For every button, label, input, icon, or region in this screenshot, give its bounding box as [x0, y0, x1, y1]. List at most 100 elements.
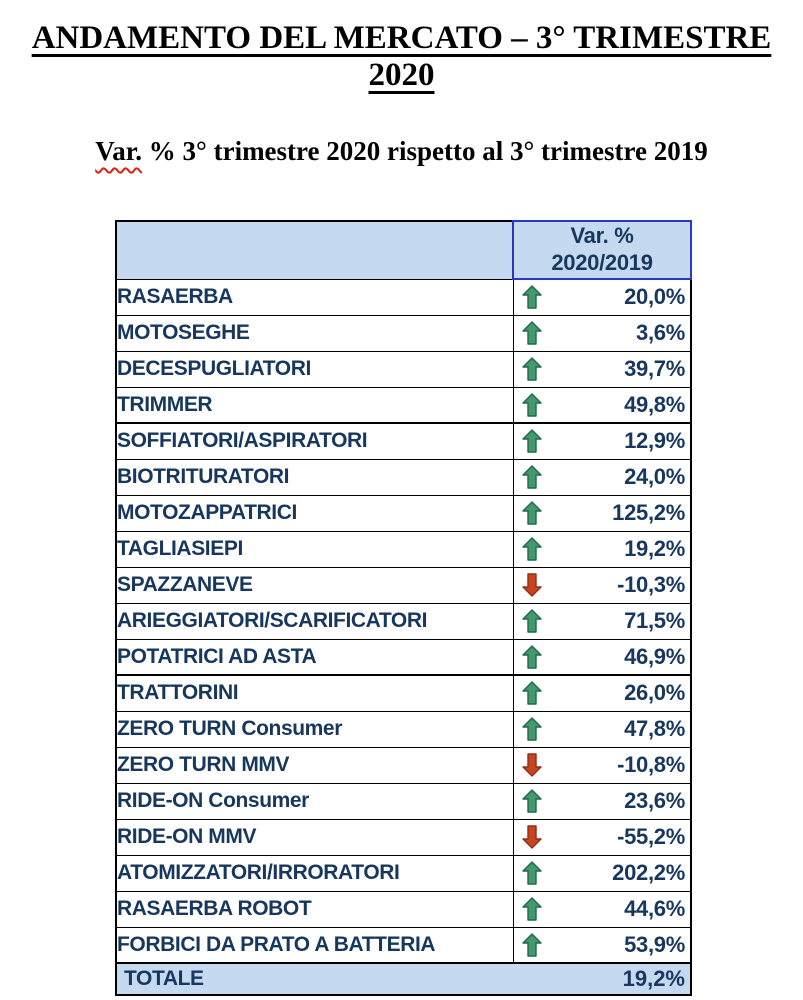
variation-cell: 71,5%	[512, 602, 692, 640]
trend-arrow	[521, 357, 543, 382]
product-label: TRIMMER	[115, 386, 514, 424]
product-label: SPAZZANEVE	[115, 566, 514, 604]
trend-up-icon	[521, 429, 542, 453]
variation-cell: 26,0%	[512, 674, 692, 712]
trend-arrow	[521, 537, 543, 562]
document-page: ANDAMENTO DEL MERCATO – 3° TRIMESTRE 202…	[0, 20, 803, 1000]
trend-arrow	[521, 285, 543, 310]
trend-arrow	[521, 681, 543, 706]
variation-cell: 3,6%	[512, 314, 692, 352]
trend-arrow	[521, 465, 543, 490]
table-row: TRATTORINI 26,0%	[115, 674, 692, 712]
trend-arrow	[521, 392, 543, 417]
product-label: RASAERBA	[115, 278, 514, 316]
table-row: TRIMMER 49,8%	[115, 386, 692, 424]
trend-down-icon	[521, 825, 542, 849]
product-label: ARIEGGIATORI/SCARIFICATORI	[115, 602, 514, 640]
variation-value: 20,0%	[624, 284, 685, 310]
total-row: TOTALE 19,2%	[115, 962, 692, 996]
table-row: RIDE-ON Consumer 23,6%	[115, 782, 692, 820]
variation-value: -10,3%	[617, 572, 685, 597]
trend-up-icon	[521, 357, 542, 381]
subtitle-misspelled-word: Var.	[95, 136, 143, 166]
variation-value: 47,8%	[624, 716, 685, 741]
header-value-line1: Var. %	[570, 223, 634, 249]
trend-arrow	[521, 501, 543, 526]
trend-up-icon	[521, 501, 542, 525]
variation-cell: 24,0%	[512, 458, 692, 496]
product-label: MOTOZAPPATRICI	[115, 494, 514, 532]
product-label: ATOMIZZATORI/IRRORATORI	[115, 854, 514, 892]
product-label: MOTOSEGHE	[115, 314, 514, 352]
total-value: 19,2%	[622, 966, 685, 991]
trend-arrow	[521, 644, 543, 669]
table-row: RIDE-ON MMV -55,2%	[115, 818, 692, 856]
trend-up-icon	[521, 789, 542, 813]
trend-up-icon	[521, 285, 542, 309]
market-variation-table: Var. % 2020/2019 RASAERBA 20,0% MOTOSEGHE 3…	[115, 220, 692, 996]
variation-cell: -55,2%	[512, 818, 692, 856]
table-row: RASAERBA 20,0%	[115, 278, 692, 316]
trend-up-icon	[521, 717, 542, 741]
trend-up-icon	[521, 681, 542, 705]
variation-cell: 44,6%	[512, 890, 692, 928]
product-label: DECESPUGLIATORI	[115, 350, 514, 388]
variation-cell: 202,2%	[512, 854, 692, 892]
product-label: RIDE-ON MMV	[115, 818, 514, 856]
page-subtitle: Var. % 3° trimestre 2020 rispetto al 3° …	[0, 136, 803, 167]
trend-up-icon	[521, 393, 542, 417]
product-label: POTATRICI AD ASTA	[115, 638, 514, 676]
table-row: ARIEGGIATORI/SCARIFICATORI 71,5%	[115, 602, 692, 640]
variation-cell: 49,8%	[512, 386, 692, 424]
market-table-container: Var. % 2020/2019 RASAERBA 20,0% MOTOSEGHE 3…	[115, 220, 692, 996]
variation-value: 44,6%	[624, 896, 685, 921]
trend-up-icon	[521, 861, 542, 885]
table-header-row: Var. % 2020/2019	[115, 220, 692, 280]
table-row: MOTOSEGHE 3,6%	[115, 314, 692, 352]
product-label: TAGLIASIEPI	[115, 530, 514, 568]
variation-cell: 12,9%	[512, 422, 692, 460]
trend-arrow	[521, 429, 543, 454]
product-label: BIOTRITURATORI	[115, 458, 514, 496]
variation-cell: -10,8%	[512, 746, 692, 784]
total-label: TOTALE	[124, 967, 204, 990]
table-row: SOFFIATORI/ASPIRATORI 12,9%	[115, 422, 692, 460]
variation-value: 202,2%	[612, 860, 685, 885]
variation-cell: 125,2%	[512, 494, 692, 532]
trend-arrow	[521, 753, 543, 778]
table-row: BIOTRITURATORI 24,0%	[115, 458, 692, 496]
variation-value: 19,2%	[624, 536, 685, 561]
trend-arrow	[521, 789, 543, 814]
product-label: RIDE-ON Consumer	[115, 782, 514, 820]
product-label: ZERO TURN Consumer	[115, 710, 514, 748]
table-row: FORBICI DA PRATO A BATTERIA 53,9%	[115, 926, 692, 964]
trend-up-icon	[521, 645, 542, 669]
variation-value: 71,5%	[624, 608, 685, 633]
variation-cell: 23,6%	[512, 782, 692, 820]
product-label: SOFFIATORI/ASPIRATORI	[115, 422, 514, 460]
variation-cell: 46,9%	[512, 638, 692, 676]
variation-value: 49,8%	[624, 391, 685, 417]
variation-cell: 47,8%	[512, 710, 692, 748]
variation-cell: -10,3%	[512, 566, 692, 604]
table-row: ZERO TURN Consumer 47,8%	[115, 710, 692, 748]
trend-up-icon	[521, 933, 542, 957]
product-label: TRATTORINI	[115, 674, 514, 712]
variation-value: 24,0%	[624, 464, 685, 489]
table-row: SPAZZANEVE -10,3%	[115, 566, 692, 604]
variation-value: -10,8%	[617, 752, 685, 777]
trend-up-icon	[521, 321, 542, 345]
variation-value: 39,7%	[624, 356, 685, 381]
trend-up-icon	[521, 609, 542, 633]
trend-arrow	[521, 321, 543, 346]
trend-arrow	[521, 861, 543, 886]
table-row: MOTOZAPPATRICI 125,2%	[115, 494, 692, 532]
trend-arrow	[521, 897, 543, 922]
table-row: TAGLIASIEPI 19,2%	[115, 530, 692, 568]
variation-cell: 19,2%	[512, 530, 692, 568]
header-value-line2: 2020/2019	[551, 250, 653, 275]
trend-arrow	[521, 825, 543, 850]
trend-arrow	[521, 573, 543, 598]
header-label-cell	[115, 220, 514, 280]
table-row: RASAERBA ROBOT 44,6%	[115, 890, 692, 928]
